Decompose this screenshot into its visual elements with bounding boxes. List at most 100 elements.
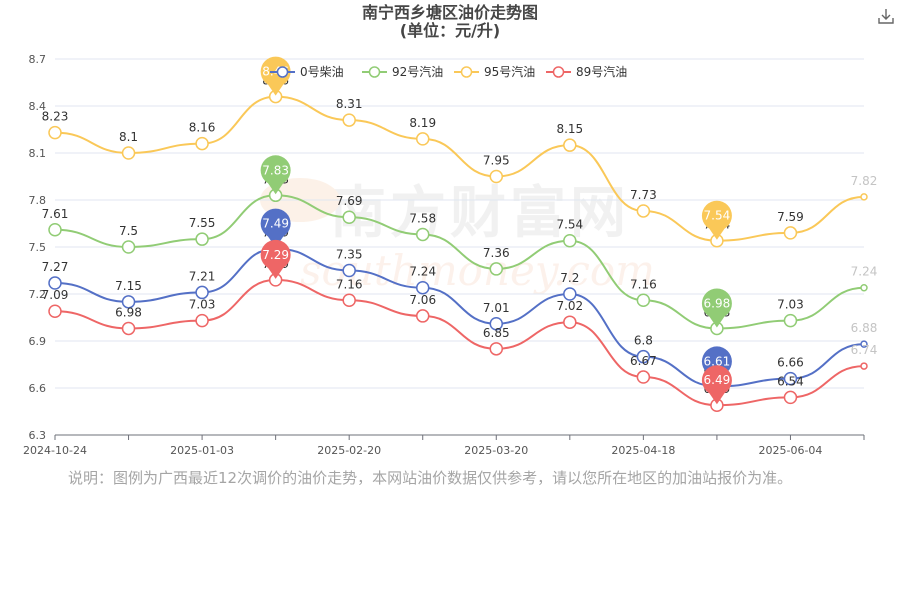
data-point[interactable] [121, 295, 136, 309]
data-point[interactable] [342, 210, 356, 224]
x-tick-label: 2025-04-18 [611, 444, 675, 457]
data-point[interactable] [121, 146, 136, 160]
data-label: 7.2 [560, 271, 579, 285]
legend-item[interactable]: 92号汽油 [362, 64, 443, 79]
data-label: 8.1 [119, 130, 138, 144]
data-label: 6.85 [483, 326, 510, 340]
y-tick-label: 6.6 [29, 382, 47, 395]
data-label: 7.73 [630, 188, 657, 202]
series-layer [48, 89, 868, 412]
data-label: 6.88 [851, 321, 878, 335]
data-point[interactable] [415, 309, 430, 323]
markpin[interactable] [260, 155, 291, 186]
data-point[interactable] [636, 204, 651, 218]
grid [55, 58, 864, 436]
data-point[interactable] [195, 232, 209, 246]
data-point[interactable] [860, 283, 868, 292]
legend-label: 92号汽油 [392, 64, 443, 79]
x-tick-label: 2025-06-04 [758, 444, 822, 457]
data-label: 6.67 [630, 354, 657, 368]
markpin[interactable] [260, 239, 291, 270]
legend[interactable]: 0号柴油 92号汽油 95号汽油 89号汽油 [270, 64, 627, 79]
data-point[interactable] [415, 280, 430, 295]
data-point[interactable] [563, 138, 577, 152]
legend-item[interactable]: 89号汽油 [546, 64, 627, 79]
data-label: 7.5 [119, 224, 138, 238]
data-label: 7.03 [189, 298, 216, 312]
data-point[interactable] [783, 390, 798, 405]
data-label: 7.09 [42, 288, 69, 302]
data-point[interactable] [195, 285, 209, 300]
data-label: 7.55 [189, 216, 216, 230]
data-point[interactable] [563, 315, 577, 329]
markpin-label: 6.98 [704, 296, 731, 310]
markpins: 7.496.617.836.988.467.547.296.49 [260, 56, 732, 405]
data-point[interactable] [783, 226, 798, 240]
data-label: 7.95 [483, 154, 510, 168]
data-label: 7.69 [336, 194, 363, 208]
data-point[interactable] [489, 262, 504, 276]
legend-marker [368, 66, 381, 78]
data-point[interactable] [415, 227, 430, 242]
data-point[interactable] [342, 293, 356, 308]
data-point[interactable] [195, 313, 209, 328]
data-point[interactable] [783, 313, 798, 328]
data-point[interactable] [860, 362, 868, 370]
download-icon[interactable] [876, 6, 896, 26]
data-label: 8.19 [409, 116, 436, 130]
markpin[interactable] [701, 288, 732, 319]
data-label: 7.61 [42, 207, 69, 221]
markpin-label: 7.49 [262, 217, 289, 231]
data-label: 7.15 [115, 279, 142, 293]
data-point[interactable] [563, 287, 577, 301]
data-point[interactable] [489, 169, 504, 184]
data-point[interactable] [48, 125, 62, 140]
data-point[interactable] [860, 193, 868, 201]
markpin-label: 7.54 [704, 209, 731, 223]
data-point[interactable] [563, 233, 577, 248]
watermark-cn: 南方财富网 [330, 180, 630, 246]
data-point[interactable] [783, 371, 798, 386]
data-point[interactable] [636, 349, 651, 364]
data-label: 7.24 [851, 265, 878, 279]
data-point[interactable] [489, 317, 504, 331]
legend-marker [552, 66, 565, 78]
markpin[interactable] [260, 208, 291, 239]
data-point[interactable] [121, 240, 136, 254]
data-label: 7.06 [409, 293, 436, 307]
legend-marker [460, 66, 473, 78]
data-point[interactable] [121, 321, 136, 336]
legend-item[interactable]: 95号汽油 [454, 64, 535, 79]
footnote: 说明：图例为广西最近12次调价的油价走势，本网站油价数据仅供参考，请以您所在地区… [68, 469, 793, 487]
data-label: 6.66 [777, 356, 804, 370]
data-label: 8.31 [336, 97, 363, 111]
x-tick-label: 2024-10-24 [23, 444, 87, 457]
markpin[interactable] [701, 200, 732, 231]
data-label: 8.15 [556, 122, 583, 136]
data-label: 7.82 [851, 174, 878, 188]
data-label: 7.02 [556, 299, 583, 313]
y-tick-label: 7.5 [29, 241, 47, 254]
data-label: 7.21 [189, 269, 216, 283]
data-point[interactable] [342, 113, 356, 127]
legend-item[interactable]: 0号柴油 [270, 65, 344, 79]
data-point[interactable] [48, 276, 62, 290]
data-point[interactable] [342, 263, 356, 278]
data-point[interactable] [860, 340, 868, 348]
y-tick-label: 7.8 [29, 194, 47, 207]
data-point[interactable] [415, 132, 430, 146]
markpin[interactable] [701, 365, 732, 396]
data-point[interactable] [636, 370, 651, 384]
axes: 6.3 6.6 6.9 7.2 7.5 7.8 8.1 8.4 8.7 2024-10-24 202… [23, 53, 865, 457]
data-label: 6.8 [634, 334, 653, 348]
data-point[interactable] [636, 293, 651, 308]
y-tick-label: 6.3 [29, 429, 47, 442]
data-point[interactable] [489, 342, 504, 356]
data-point[interactable] [48, 223, 62, 237]
chart-title: 南宁西乡塘区油价走势图 [361, 3, 538, 22]
data-label: 7.35 [336, 248, 363, 262]
markpin-label: 7.29 [262, 248, 289, 262]
data-point[interactable] [195, 136, 209, 151]
data-point[interactable] [48, 304, 62, 318]
